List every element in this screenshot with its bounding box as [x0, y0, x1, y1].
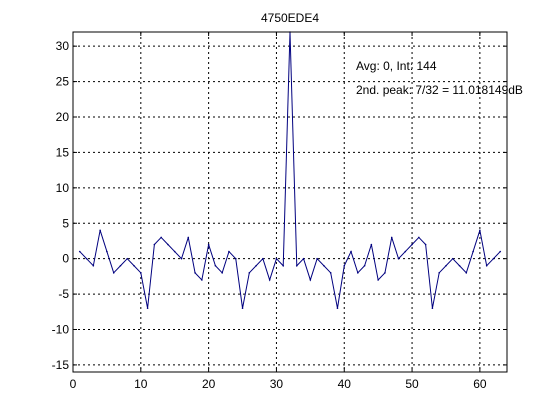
data-point — [295, 264, 298, 267]
data-point — [377, 279, 379, 281]
data-point — [207, 243, 210, 246]
data-point — [438, 272, 440, 274]
data-point — [472, 250, 474, 253]
annotation-avg-int: Avg: 0, Int: 144 — [356, 59, 437, 73]
data-point — [92, 264, 95, 267]
data-point — [133, 264, 135, 267]
plot-area — [73, 32, 507, 372]
data-point — [499, 250, 502, 253]
data-point — [343, 264, 346, 267]
data-point — [479, 229, 481, 232]
data-point — [268, 279, 271, 281]
data-point — [99, 229, 101, 232]
data-point — [485, 264, 488, 267]
data-point — [85, 257, 88, 260]
data-point — [275, 257, 278, 260]
annotation-second-peak: 2nd. peak: 7/32 = 11.018149dB — [356, 83, 523, 97]
y-tick-label: -15 — [52, 358, 70, 372]
data-point — [411, 243, 413, 246]
data-point — [241, 307, 244, 310]
data-point — [418, 236, 420, 239]
data-point — [445, 264, 447, 267]
data-point — [363, 264, 366, 267]
data-point — [302, 257, 305, 260]
data-point — [431, 307, 434, 310]
x-tick-label: 30 — [270, 377, 284, 391]
data-point — [282, 264, 285, 267]
data-point — [180, 257, 183, 260]
x-tick-label: 50 — [405, 377, 419, 391]
data-point — [262, 257, 264, 260]
data-point — [194, 272, 196, 274]
tick-labels: 0 10 20 30 40 50 60 -15 -10 -5 0 5 10 15 20 25 30 — [52, 39, 487, 391]
data-point — [234, 257, 237, 260]
data-point — [424, 243, 427, 246]
x-tick-label: 40 — [338, 377, 352, 391]
data-point — [255, 264, 257, 267]
data-point — [350, 250, 352, 253]
data-point — [153, 243, 156, 246]
data-point — [214, 264, 217, 267]
data-point — [119, 264, 122, 267]
data-point — [146, 307, 149, 310]
axis-ticks — [72, 32, 507, 372]
y-tick-label: 25 — [56, 75, 70, 89]
data-point — [397, 257, 400, 260]
data-point — [78, 250, 81, 253]
y-tick-label: 10 — [56, 181, 70, 195]
data-point — [126, 257, 129, 260]
data-point — [106, 250, 108, 253]
data-point — [329, 272, 332, 274]
data-point — [160, 236, 162, 239]
data-point — [228, 250, 230, 253]
data-point — [167, 243, 169, 246]
data-point — [323, 264, 325, 267]
data-point — [336, 307, 339, 310]
y-tick-label: 30 — [56, 39, 70, 53]
data-point — [309, 279, 312, 281]
data-point — [140, 272, 142, 274]
x-tick-label: 60 — [473, 377, 487, 391]
data-point — [173, 250, 176, 253]
data-point — [221, 272, 223, 274]
x-tick-label: 10 — [134, 377, 148, 391]
data-point — [492, 257, 495, 260]
y-tick-label: 15 — [56, 145, 70, 159]
y-tick-label: -10 — [52, 323, 70, 337]
data-point — [390, 236, 393, 239]
data-point — [384, 272, 386, 274]
data-point — [187, 236, 190, 239]
data-point — [112, 272, 115, 274]
data-point — [316, 257, 318, 260]
y-tick-label: -5 — [58, 287, 69, 301]
data-point — [370, 243, 373, 246]
axes-box — [72, 31, 508, 373]
data-point — [404, 250, 407, 253]
data-point — [357, 272, 359, 274]
y-tick-label: 5 — [62, 216, 69, 230]
data-point — [451, 257, 454, 260]
x-tick-label: 0 — [70, 377, 77, 391]
data-point — [248, 272, 251, 274]
y-tick-label: 0 — [62, 252, 69, 266]
x-tick-label: 20 — [202, 377, 216, 391]
data-point — [458, 264, 461, 267]
data-point — [465, 272, 468, 274]
chart-title: 4750EDE4 — [261, 11, 319, 25]
y-tick-label: 20 — [56, 110, 70, 124]
data-point — [201, 279, 203, 281]
